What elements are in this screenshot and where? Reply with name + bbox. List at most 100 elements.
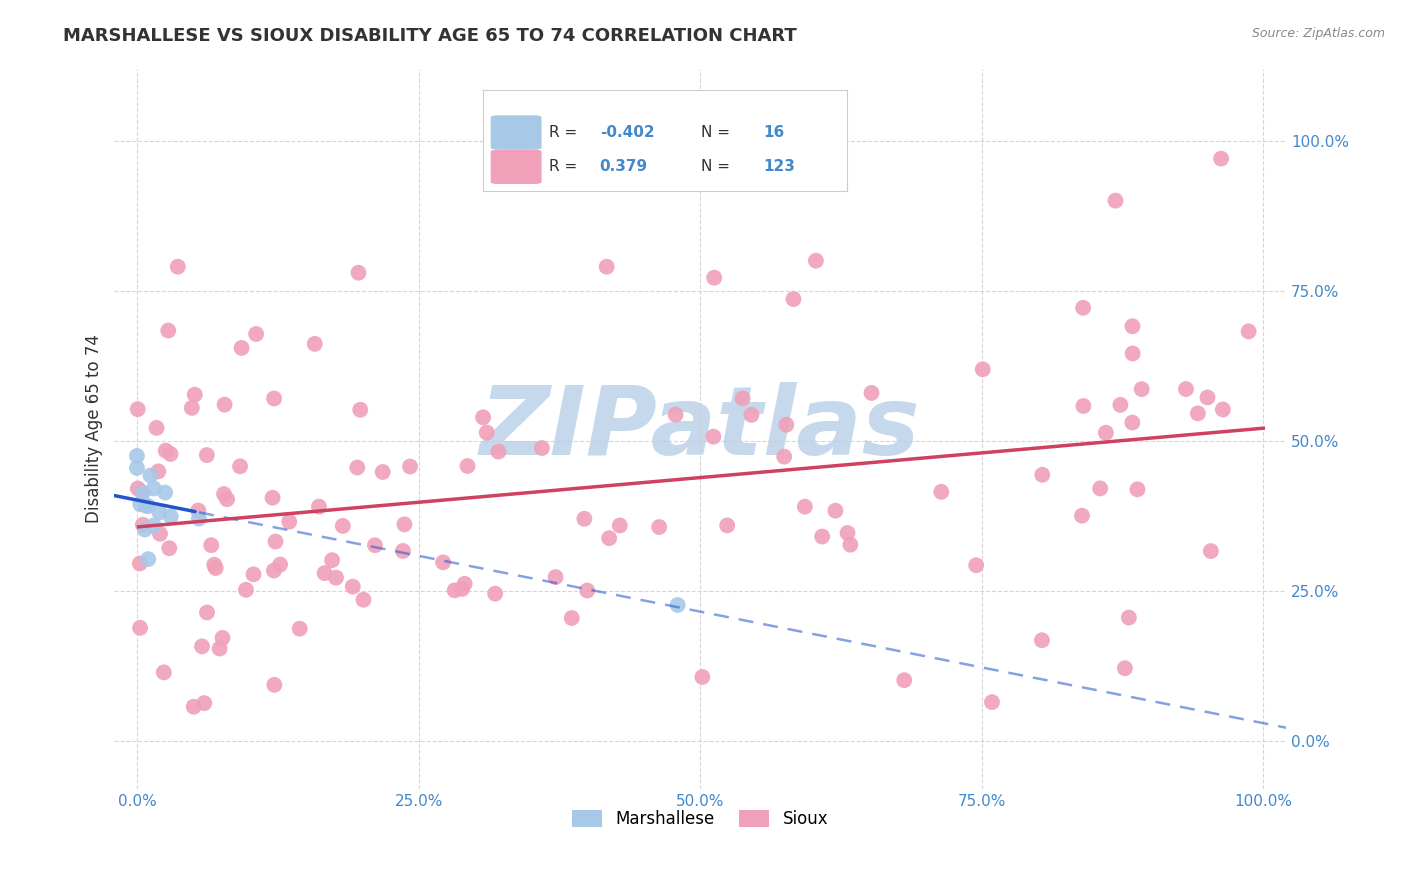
Point [488,444,510,458]
Point [811,530,834,544]
Point [1175,382,1198,396]
Point [308,500,330,514]
Point [332,519,354,533]
Point [180,401,202,415]
Point [200,538,222,552]
Point [129,621,152,635]
Point [142,482,165,496]
Point [153,665,176,680]
Point [860,385,883,400]
Point [145,421,167,435]
Point [353,592,375,607]
Point [782,292,804,306]
Point [231,341,253,355]
Point [731,392,754,406]
Point [195,606,218,620]
Point [125,461,148,475]
Point [609,518,631,533]
Point [544,570,567,584]
Point [1118,610,1140,624]
Point [157,324,180,338]
Point [598,531,620,545]
Point [1199,544,1222,558]
Point [399,459,422,474]
Point [304,336,326,351]
Point [149,526,172,541]
Y-axis label: Disability Age 65 to 74: Disability Age 65 to 74 [86,334,103,524]
Point [443,583,465,598]
Point [288,622,311,636]
Text: ZIPatlas: ZIPatlas [479,383,921,475]
Point [155,443,177,458]
Point [134,523,156,537]
Point [211,631,233,645]
Point [263,678,285,692]
Point [235,582,257,597]
Point [159,509,181,524]
Point [349,402,371,417]
Point [128,557,150,571]
Point [346,460,368,475]
Point [229,459,252,474]
Point [245,326,267,341]
Point [321,553,343,567]
Point [716,518,738,533]
Point [195,448,218,462]
Point [972,362,994,376]
Point [159,447,181,461]
Point [793,500,815,514]
Point [1212,402,1234,417]
Point [1121,319,1143,334]
Point [314,566,336,581]
Point [1071,508,1094,523]
Point [665,408,688,422]
Point [342,580,364,594]
Point [364,538,387,552]
Point [965,558,987,573]
Point [1197,391,1219,405]
Point [208,641,231,656]
Legend: Marshallese, Sioux: Marshallese, Sioux [565,804,835,835]
Point [278,515,301,529]
Point [648,520,671,534]
Point [837,526,859,541]
Point [135,499,157,513]
Point [893,673,915,688]
Point [1126,483,1149,497]
Point [142,518,165,533]
Point [214,398,236,412]
Point [457,458,479,473]
Point [475,425,498,440]
Point [394,517,416,532]
Point [703,270,725,285]
Point [183,699,205,714]
Point [263,392,285,406]
Point [1031,467,1053,482]
Point [576,583,599,598]
Point [371,465,394,479]
Point [666,598,689,612]
Point [262,491,284,505]
Point [127,482,149,496]
Point [132,517,155,532]
Point [981,695,1004,709]
Point [692,670,714,684]
Point [1237,325,1260,339]
Point [202,558,225,572]
Point [824,504,846,518]
Point [530,441,553,455]
Point [157,541,180,556]
Point [451,582,474,596]
Point [184,387,207,401]
Point [472,410,495,425]
Point [212,487,235,501]
Point [264,534,287,549]
Point [263,564,285,578]
Point [1104,194,1126,208]
Point [125,449,148,463]
Point [166,260,188,274]
Point [839,538,862,552]
Point [187,511,209,525]
Point [484,587,506,601]
Point [702,430,724,444]
